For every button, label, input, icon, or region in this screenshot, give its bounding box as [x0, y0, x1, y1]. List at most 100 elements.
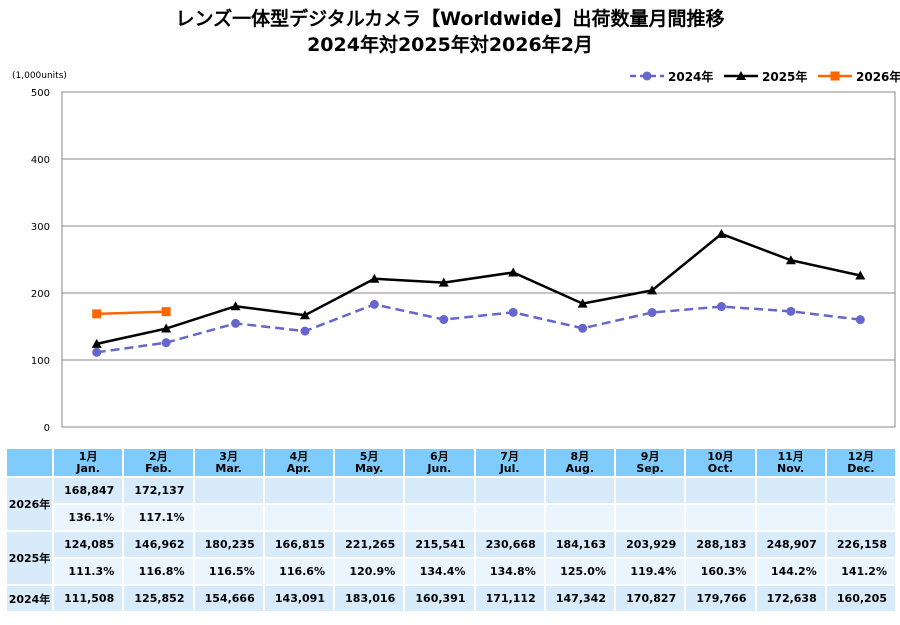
month-header: 2月 Feb.	[124, 449, 193, 476]
month-header: 6月 Jun.	[405, 449, 474, 476]
month-en: Dec.	[847, 461, 875, 475]
data-point-circle	[642, 71, 652, 81]
month-jp: 1月	[78, 449, 98, 463]
data-point-circle	[300, 326, 310, 336]
month-en: Feb.	[145, 461, 172, 475]
data-point-triangle	[716, 228, 727, 238]
value-cell: 215,541	[405, 532, 474, 557]
value-cell: 288,183	[686, 532, 755, 557]
chart-title: レンズ一体型デジタルカメラ【Worldwide】出荷数量月間推移	[175, 8, 725, 30]
pct-cell	[826, 505, 895, 530]
value-cell: 226,158	[826, 532, 895, 557]
value-cell: 180,235	[194, 532, 263, 557]
month-en: Nov.	[777, 461, 805, 475]
month-jp: 7月	[500, 449, 519, 463]
month-en: Jan.	[76, 461, 100, 475]
year-label: 2024年	[7, 586, 52, 611]
month-jp: 6月	[430, 449, 449, 463]
data-point-circle	[578, 323, 588, 333]
y-tick-label: 500	[31, 88, 50, 99]
y-tick-label: 100	[31, 356, 50, 367]
pct-cell: 116.5%	[194, 559, 263, 584]
table-row: 2026年 168,847 172,137	[7, 478, 895, 530]
month-en: Sep.	[636, 461, 664, 475]
value-cell: 111,508	[54, 586, 123, 611]
data-point-circle	[855, 315, 865, 325]
data-point-circle	[161, 338, 171, 348]
legend-label: 2024年	[668, 69, 713, 84]
table-header-row: 1月 Jan. 2月 Feb. 3月 Mar. 4月 Apr. 5月 May. 6月 Jun. 7月 Ju…	[7, 449, 895, 476]
value-cell: 160,391	[405, 586, 474, 611]
value-cell: 166,815	[264, 532, 333, 557]
y-axis-unit-label: (1,000units)	[12, 71, 67, 81]
legend-label: 2025年	[762, 69, 807, 84]
pct-cell: 144.2%	[756, 559, 825, 584]
value-cell: 160,205	[826, 586, 895, 611]
series-line-2025年	[96, 232, 861, 346]
data-point-circle	[439, 315, 449, 325]
pct-cell	[616, 505, 685, 530]
month-en: Aug.	[565, 461, 595, 475]
table-row: 2025年 124,085 146,962 180,235 166,815 221,265…	[7, 532, 895, 584]
data-point-square	[92, 309, 102, 319]
value-cell	[475, 478, 544, 503]
month-header: 5月 May.	[335, 449, 404, 476]
value-cell: 203,929	[616, 532, 685, 557]
y-tick-label: 200	[31, 289, 50, 300]
value-cell: 179,766	[686, 586, 755, 611]
legend-label: 2026年	[856, 69, 900, 84]
pct-cell	[475, 505, 544, 530]
value-cell: 124,085	[54, 532, 123, 557]
value-cell	[545, 478, 614, 503]
data-point-triangle	[736, 71, 746, 80]
value-cell	[826, 478, 895, 503]
data-point-triangle	[91, 338, 102, 348]
series-line-2026年	[96, 310, 167, 316]
value-cell: 154,666	[194, 586, 263, 611]
pct-cell	[545, 505, 614, 530]
value-cell	[194, 478, 263, 503]
value-cell	[264, 478, 333, 503]
data-point-circle	[231, 318, 241, 328]
corner-cell	[7, 449, 52, 476]
month-en: Apr.	[286, 461, 312, 475]
month-en: Jul.	[499, 461, 520, 475]
pct-cell: 116.6%	[264, 559, 333, 584]
value-cell: 172,137	[124, 478, 193, 503]
pct-cell: 111.3%	[54, 559, 123, 584]
pct-cell: 160.3%	[686, 559, 755, 584]
pct-cell	[335, 505, 404, 530]
month-jp: 2月	[149, 449, 168, 463]
value-cell: 125,852	[124, 586, 193, 611]
pct-cell: 134.4%	[405, 559, 474, 584]
value-cell: 221,265	[335, 532, 404, 557]
value-cell: 183,016	[335, 586, 404, 611]
data-point-triangle	[855, 270, 866, 280]
pct-cell	[686, 505, 755, 530]
pct-cell	[405, 505, 474, 530]
pct-cell: 119.4%	[616, 559, 685, 584]
value-cell	[756, 478, 825, 503]
data-point-circle	[92, 347, 102, 357]
data-point-triangle	[438, 277, 449, 287]
month-jp: 12月	[847, 449, 875, 463]
data-point-circle	[508, 307, 518, 317]
month-en: Jun.	[427, 461, 452, 475]
data-table: 1月 Jan. 2月 Feb. 3月 Mar. 4月 Apr. 5月 May. 6月 Jun. 7月 Ju…	[5, 447, 897, 613]
value-cell: 230,668	[475, 532, 544, 557]
data-point-triangle	[647, 285, 658, 295]
data-point-circle	[369, 299, 379, 309]
pct-cell: 125.0%	[545, 559, 614, 584]
month-en: Oct.	[707, 461, 734, 475]
y-tick-label: 300	[31, 222, 50, 233]
month-header: 4月 Apr.	[264, 449, 333, 476]
value-cell	[616, 478, 685, 503]
series-line-2024年	[96, 303, 861, 354]
value-cell: 171,112	[475, 586, 544, 611]
month-header: 1月 Jan.	[54, 449, 123, 476]
data-point-triangle	[508, 267, 519, 277]
data-point-triangle	[577, 298, 588, 308]
pct-cell: 120.9%	[335, 559, 404, 584]
pct-cell: 134.8%	[475, 559, 544, 584]
month-header: 11月 Nov.	[756, 449, 825, 476]
